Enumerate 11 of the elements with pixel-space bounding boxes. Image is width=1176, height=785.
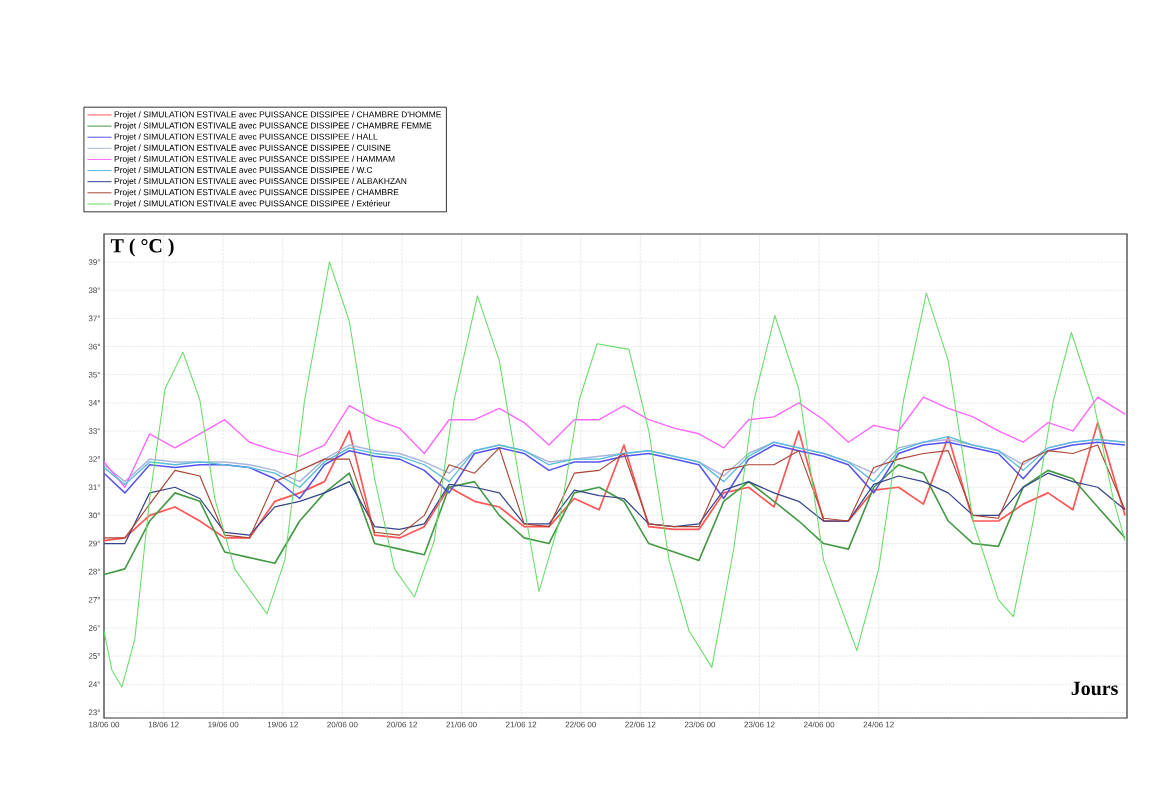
x-axis-title: Jours [1071,681,1118,696]
legend-label: Projet / SIMULATION ESTIVALE avec PUISSANCE DISSIPEE / HALL [114,133,378,142]
legend-label: Projet / SIMULATION ESTIVALE avec PUISSANCE DISSIPEE / CHAMBRE D'HOMME [114,111,442,120]
legend-label: Projet / SIMULATION ESTIVALE avec PUISSANCE DISSIPEE / Extérieur [114,200,391,209]
legend-label: Projet / SIMULATION ESTIVALE avec PUISSANCE DISSIPEE / CHAMBRE FEMME [114,122,432,131]
legend-label: Projet / SIMULATION ESTIVALE avec PUISSANCE DISSIPEE / ALBAKHZAN [114,177,407,186]
legend-label: Projet / SIMULATION ESTIVALE avec PUISSANCE DISSIPEE / CUISINE [114,144,391,153]
legend-label: Projet / SIMULATION ESTIVALE avec PUISSANCE DISSIPEE / CHAMBRE [114,188,399,197]
y-axis-title: T ( °C ) [110,238,174,257]
legend-label: Projet / SIMULATION ESTIVALE avec PUISSANCE DISSIPEE / HAMMAM [114,155,395,164]
legend-label: Projet / SIMULATION ESTIVALE avec PUISSANCE DISSIPEE / W.C [114,166,373,175]
